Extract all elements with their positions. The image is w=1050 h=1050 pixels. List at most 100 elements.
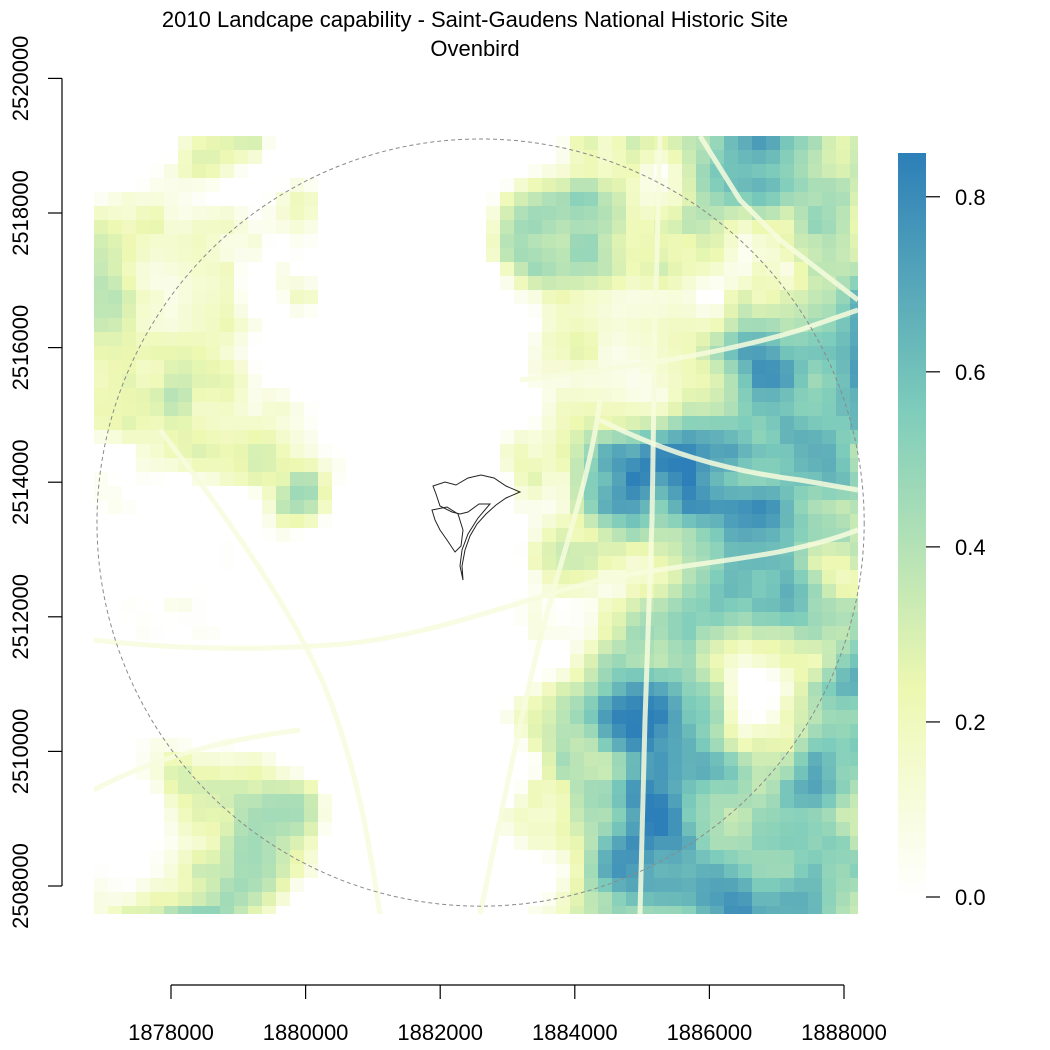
raster-cell <box>164 150 179 165</box>
raster-cell <box>752 780 767 795</box>
raster-cell <box>444 864 459 879</box>
raster-cell <box>514 654 529 669</box>
raster-cell <box>570 388 585 403</box>
raster-cell <box>248 290 263 305</box>
raster-cell <box>360 780 375 795</box>
raster-cell <box>122 892 137 907</box>
raster-cell <box>318 556 333 571</box>
raster-cell <box>766 290 781 305</box>
raster-cell <box>94 136 109 151</box>
raster-cell <box>444 276 459 291</box>
raster-cell <box>388 766 403 781</box>
raster-cell <box>234 220 249 235</box>
raster-cell <box>668 724 683 739</box>
raster-cell <box>304 808 319 823</box>
raster-cell <box>416 458 431 473</box>
raster-cell <box>528 794 543 809</box>
raster-cell <box>388 878 403 893</box>
raster-cell <box>122 346 137 361</box>
raster-cell <box>458 710 473 725</box>
raster-cell <box>430 598 445 613</box>
raster-cell <box>850 724 858 739</box>
raster-cell <box>234 304 249 319</box>
raster-cell <box>682 570 697 585</box>
raster-cell <box>836 318 851 333</box>
raster-cell <box>780 458 795 473</box>
raster-cell <box>178 710 193 725</box>
raster-cell <box>822 668 837 683</box>
raster-cell <box>178 360 193 375</box>
raster-cell <box>276 276 291 291</box>
raster-cell <box>374 598 389 613</box>
raster-cell <box>696 486 711 501</box>
raster-cell <box>822 192 837 207</box>
raster-cell <box>822 290 837 305</box>
raster-cell <box>220 500 235 515</box>
raster-cell <box>374 388 389 403</box>
raster-cell <box>738 850 753 865</box>
raster-cell <box>738 234 753 249</box>
raster-cell <box>738 892 753 907</box>
raster-cell <box>402 556 417 571</box>
raster-cell <box>262 444 277 459</box>
raster-cell <box>430 738 445 753</box>
raster-cell <box>780 290 795 305</box>
raster-cell <box>500 724 515 739</box>
raster-cell <box>374 612 389 627</box>
raster-cell <box>626 626 641 641</box>
raster-cell <box>696 430 711 445</box>
raster-cell <box>766 696 781 711</box>
raster-cell <box>808 220 823 235</box>
raster-cell <box>542 794 557 809</box>
raster-cell <box>486 696 501 711</box>
raster-cell <box>318 346 333 361</box>
raster-cell <box>234 850 249 865</box>
raster-cell <box>220 892 235 907</box>
raster-cell <box>766 626 781 641</box>
raster-cell <box>514 752 529 767</box>
raster-cell <box>500 892 515 907</box>
raster-cell <box>570 780 585 795</box>
raster-cell <box>752 864 767 879</box>
raster-cell <box>150 822 165 837</box>
raster-cell <box>192 696 207 711</box>
raster-cell <box>696 780 711 795</box>
raster-cell <box>136 570 151 585</box>
raster-cell <box>360 752 375 767</box>
raster-cell <box>290 906 305 914</box>
raster-cell <box>346 360 361 375</box>
raster-cell <box>150 850 165 865</box>
raster-cell <box>696 402 711 417</box>
raster-cell <box>626 248 641 263</box>
raster-cell <box>164 164 179 179</box>
raster-cell <box>220 864 235 879</box>
raster-cell <box>388 486 403 501</box>
raster-cell <box>766 178 781 193</box>
raster-cell <box>416 906 431 914</box>
raster-cell <box>402 850 417 865</box>
raster-cell <box>248 374 263 389</box>
raster-cell <box>94 514 109 529</box>
raster-cell <box>248 192 263 207</box>
raster-cell <box>360 150 375 165</box>
raster-cell <box>654 612 669 627</box>
raster-cell <box>248 150 263 165</box>
raster-cell <box>332 570 347 585</box>
raster-cell <box>542 570 557 585</box>
raster-cell <box>472 304 487 319</box>
raster-cell <box>430 752 445 767</box>
raster-cell <box>626 612 641 627</box>
raster-cell <box>598 668 613 683</box>
raster-cell <box>640 262 655 277</box>
raster-cell <box>752 598 767 613</box>
raster-cell <box>430 822 445 837</box>
raster-cell <box>808 528 823 543</box>
raster-cell <box>668 262 683 277</box>
raster-cell <box>388 570 403 585</box>
raster-cell <box>766 570 781 585</box>
raster-cell <box>556 290 571 305</box>
raster-cell <box>402 416 417 431</box>
raster-cell <box>388 360 403 375</box>
raster-cell <box>556 850 571 865</box>
raster-cell <box>724 542 739 557</box>
